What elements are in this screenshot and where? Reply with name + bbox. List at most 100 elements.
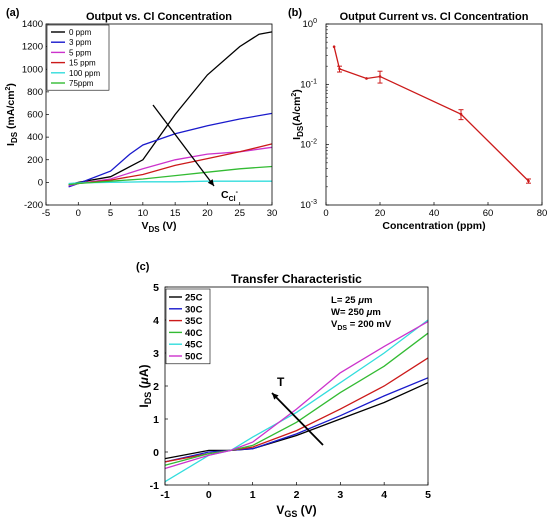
panel-a-x-tick-label-6: 25 <box>234 208 245 219</box>
panel-b-data-point-1 <box>338 67 341 71</box>
panel-a-y-label-sub: DS <box>10 131 19 143</box>
panel-a-y-label-close: ) <box>5 83 17 87</box>
panel-a-y-tick-label-2: 200 <box>27 155 43 166</box>
panel-a-y-tick-label-5: 800 <box>27 87 43 98</box>
panel-b-series-line <box>333 46 529 182</box>
panel-c-x-tick-label-1: 0 <box>206 489 212 501</box>
panel-a-title: Output vs. Cl Concentration <box>86 11 232 23</box>
panel-b-y-tick-exp-2: -1 <box>311 78 317 85</box>
panel-a-x-label-sub: DS <box>148 225 160 234</box>
panel-a-label: (a) <box>6 7 20 19</box>
panel-c-param-mu-0: μ <box>357 295 364 306</box>
panel-b-y-tick-base-2: 10 <box>300 79 311 90</box>
panel-c-y-label-sub: DS <box>143 392 153 405</box>
panel-c-x-tick-label-2: 1 <box>250 489 256 501</box>
panel-b-x-tick-label-1: 20 <box>375 208 386 219</box>
panel-c-y-tick-label-5: 4 <box>153 315 159 327</box>
panel-c-series-line-1 <box>164 377 429 463</box>
panel-c-x-tick-label-0: -1 <box>160 489 169 501</box>
panel-b-y-tick-label-1: 10-2 <box>300 139 317 151</box>
panel-b-y-tick-base-3: 10 <box>303 19 314 30</box>
panel-c-legend-label-4: 45C <box>185 340 203 351</box>
panel-b-title: Output Current vs. Cl Concentration <box>340 11 529 23</box>
panel-c-y-tick-label-1: 0 <box>153 447 159 459</box>
panel-a-annotation-sup: - <box>236 189 239 196</box>
panel-b-y-label-sup: 2 <box>291 93 298 97</box>
panel-b-y-tick-base-0: 10 <box>300 200 311 211</box>
panel-a-series-line-0 <box>68 31 273 186</box>
panel-c-chart: (c) Transfer Characteristic -1 0 1 2 3 4 5 -1 0 1 2 3… <box>136 261 431 519</box>
panel-a-series-line-1 <box>68 112 273 188</box>
panel-b-y-tick-exp-3: 0 <box>313 18 317 25</box>
panel-a-y-tick-label-1: 0 <box>38 177 43 188</box>
panel-b-y-label-unit: (A/cm <box>291 97 303 126</box>
panel-b-y-label-sub: DS <box>296 125 305 137</box>
panel-a-legend-box <box>46 24 110 91</box>
panel-c-x-label-sub: GS <box>284 509 297 519</box>
panel-a-y-label-unit: (mA/cm <box>5 90 17 131</box>
panel-a-y-tick-label-4: 600 <box>27 110 43 121</box>
panel-a-x-label-main: V <box>141 220 148 232</box>
panel-a-annotation-main: C <box>221 189 229 201</box>
panel-a-x-tick-label-4: 15 <box>170 208 181 219</box>
panel-c-x-tick-label-4: 3 <box>337 489 343 501</box>
panel-b-y-label-main: I <box>291 137 303 140</box>
panel-b-x-tick-label-0: 0 <box>323 208 328 219</box>
panel-c-x-label-unit: (V) <box>297 503 316 517</box>
panel-a-legend-label-0: 0 ppm <box>69 28 92 37</box>
panel-c-label: (c) <box>136 261 150 273</box>
panel-c-legend-label-5: 50C <box>185 352 203 363</box>
panel-b-y-tick-exp-1: -2 <box>311 139 317 146</box>
panel-a-legend-label-3: 15 ppm <box>69 59 96 68</box>
panel-c-legend-label-2: 35C <box>185 316 203 327</box>
panel-c-trend-arrow-shaft <box>271 392 324 446</box>
panel-b-data-point-4 <box>459 112 463 116</box>
panel-a-annotation-sub: Cl <box>229 196 236 203</box>
panel-a-x-axis-label: VDS (V) <box>141 220 176 234</box>
panel-b-y-tick-exp-0: -3 <box>311 199 317 206</box>
panel-c-y-label-post: A) <box>137 364 151 377</box>
panel-b-chart: (b) Output Current vs. Cl Concentration 0 2… <box>288 7 547 232</box>
panel-c-legend-label-0: 25C <box>185 293 203 304</box>
panel-c-y-label-pre: ( <box>137 384 151 391</box>
panel-c-y-label-main: I <box>137 404 151 407</box>
panel-c-y-tick-label-3: 2 <box>153 381 159 393</box>
panel-c-title: Transfer Characteristic <box>231 272 362 286</box>
panel-b-x-tick-label-2: 40 <box>429 208 440 219</box>
panel-b-x-tick-label-3: 60 <box>483 208 494 219</box>
panel-a-legend-label-1: 3 ppm <box>69 38 92 47</box>
panel-c-param-mu-1: μ <box>366 307 373 318</box>
panel-a-x-tick-label-3: 10 <box>138 208 149 219</box>
panel-b-y-tick-base-1: 10 <box>300 140 311 151</box>
panel-b-y-label-close: ) <box>291 89 303 93</box>
panel-a-legend-label-2: 5 ppm <box>69 48 92 57</box>
panel-b-plot-frame <box>325 23 543 206</box>
panel-c-y-label-mu: μ <box>137 376 151 385</box>
panel-c-x-axis-label: VGS (V) <box>276 503 316 519</box>
panel-c-x-tick-label-3: 2 <box>294 489 300 501</box>
panel-b-y-tick-label-0: 10-3 <box>300 199 317 211</box>
panel-c-param-value-1: = 250 <box>340 307 367 318</box>
panel-b-x-tick-label-4: 80 <box>537 208 548 219</box>
panel-c-param-value-2: = 200 mV <box>347 319 392 330</box>
panel-c-y-tick-label-0: -1 <box>150 480 159 492</box>
panel-c-legend-label-1: 30C <box>185 304 203 315</box>
panel-c-trend-arrow-head <box>272 393 279 400</box>
panel-b-data-point-5 <box>527 179 530 183</box>
panel-c-x-tick-label-5: 4 <box>381 489 387 501</box>
panel-b-label: (b) <box>288 7 302 19</box>
panel-a-y-tick-label-8: 1400 <box>22 19 43 30</box>
panel-b-data-point-0 <box>332 45 336 49</box>
panel-a-y-label-main: I <box>5 143 17 146</box>
panel-c-param-name-1: W <box>331 307 340 318</box>
panel-c-x-label-main: V <box>276 503 284 517</box>
panel-c-param-unit-0: m <box>364 295 372 306</box>
panel-a-x-tick-label-5: 20 <box>202 208 213 219</box>
panel-c-series-line-0 <box>164 382 429 460</box>
panel-c-param-unit-1: m <box>372 307 380 318</box>
panel-a-trend-arrow-shaft <box>152 104 215 187</box>
panel-c-series-line-5 <box>164 321 429 470</box>
panel-a-x-tick-label-2: 5 <box>108 208 113 219</box>
panel-b-y-tick-label-3: 100 <box>303 18 318 30</box>
